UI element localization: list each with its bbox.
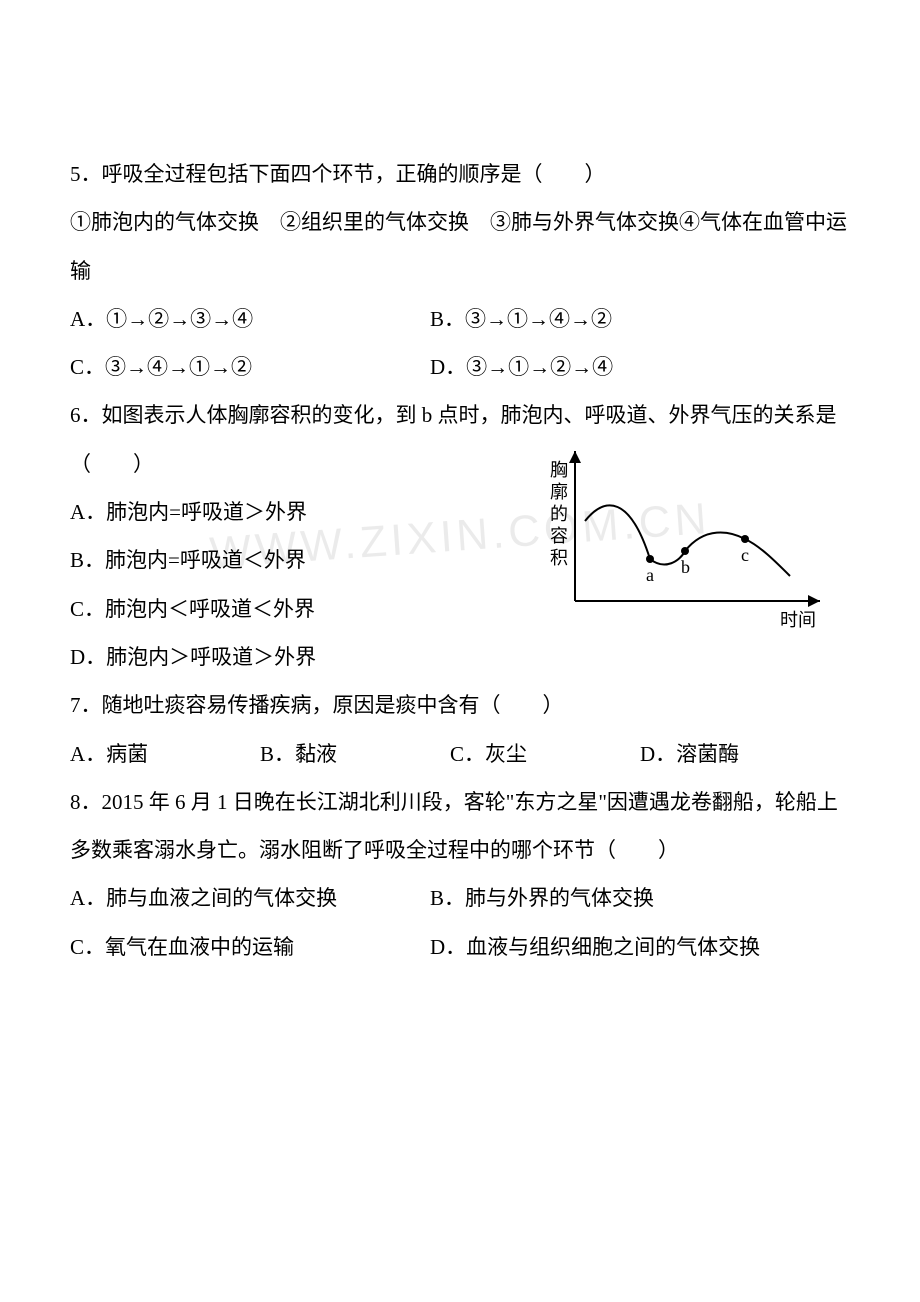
q7-option-b: B．黏液 [260, 730, 450, 778]
q5-stem: 5．呼吸全过程包括下面四个环节，正确的顺序是（ ） [70, 150, 850, 198]
svg-text:时间: 时间 [780, 610, 816, 630]
svg-text:b: b [681, 557, 690, 577]
q6-options: A．肺泡内=呼吸道＞外界 B．肺泡内=呼吸道＜外界 C．肺泡内＜呼吸道＜外界 D… [70, 488, 510, 681]
q7-options: A．病菌 B．黏液 C．灰尘 D．溶菌酶 [70, 730, 850, 778]
q5-items: ①肺泡内的气体交换 ②组织里的气体交换 ③肺与外界气体交换④气体在血管中运输 [70, 198, 850, 295]
q6-option-b: B．肺泡内=呼吸道＜外界 [70, 536, 510, 584]
q8-option-a: A．肺与血液之间的气体交换 [70, 874, 430, 922]
q6-option-d: D．肺泡内＞呼吸道＞外界 [70, 633, 510, 681]
q8-stem: 8．2015 年 6 月 1 日晚在长江湖北利川段，客轮"东方之星"因遭遇龙卷翻… [70, 778, 850, 875]
q6-chart: 胸廓的容积时间 a b c [530, 441, 840, 651]
chart-svg: 胸廓的容积时间 a b c [530, 441, 840, 651]
q8-options-row2: C．氧气在血液中的运输 D．血液与组织细胞之间的气体交换 [70, 923, 850, 971]
svg-text:廓: 廓 [550, 482, 568, 502]
document-page: 5．呼吸全过程包括下面四个环节，正确的顺序是（ ） ①肺泡内的气体交换 ②组织里… [0, 0, 920, 1031]
svg-text:的: 的 [550, 504, 568, 524]
q8-option-c: C．氧气在血液中的运输 [70, 923, 430, 971]
q5-options-row2: C．③→④→①→② D．③→①→②→④ [70, 343, 850, 391]
svg-text:积: 积 [550, 548, 568, 568]
q6-block: 6．如图表示人体胸廓容积的变化，到 b 点时，肺泡内、呼吸道、外界气压的关系是（… [70, 391, 850, 681]
q8-options-row1: A．肺与血液之间的气体交换 B．肺与外界的气体交换 [70, 874, 850, 922]
q5-option-c: C．③→④→①→② [70, 343, 430, 391]
q5-option-b: B．③→①→④→② [430, 295, 850, 343]
q7-stem: 7．随地吐痰容易传播疾病，原因是痰中含有（ ） [70, 681, 850, 729]
svg-text:c: c [741, 545, 749, 565]
q5-options-row1: A．①→②→③→④ B．③→①→④→② [70, 295, 850, 343]
svg-text:容: 容 [550, 526, 568, 546]
q6-option-c: C．肺泡内＜呼吸道＜外界 [70, 585, 510, 633]
svg-text:a: a [646, 565, 654, 585]
q7-option-c: C．灰尘 [450, 730, 640, 778]
q6-option-a: A．肺泡内=呼吸道＞外界 [70, 488, 510, 536]
q7-option-d: D．溶菌酶 [640, 730, 830, 778]
q8-option-b: B．肺与外界的气体交换 [430, 874, 850, 922]
q8-option-d: D．血液与组织细胞之间的气体交换 [430, 923, 850, 971]
svg-text:胸: 胸 [550, 460, 568, 480]
q5-option-a: A．①→②→③→④ [70, 295, 430, 343]
q7-option-a: A．病菌 [70, 730, 260, 778]
q5-option-d: D．③→①→②→④ [430, 343, 850, 391]
